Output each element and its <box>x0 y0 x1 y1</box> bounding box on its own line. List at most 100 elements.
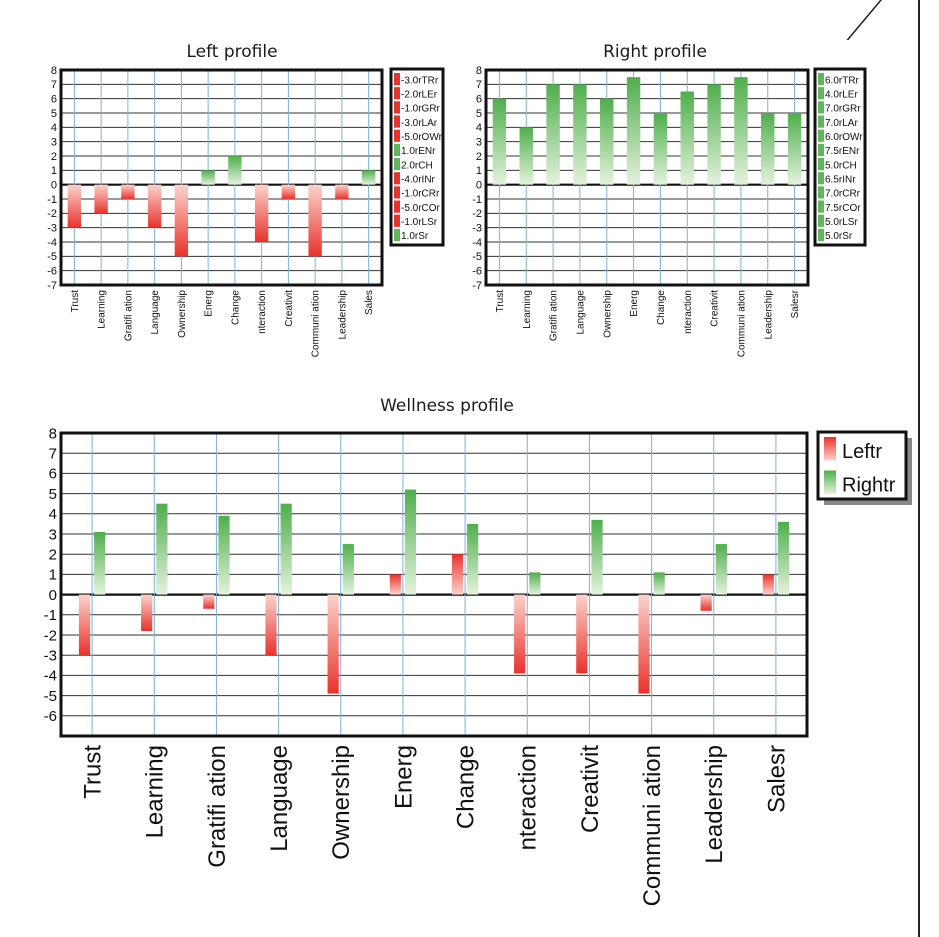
y-tick-label: 6 <box>51 94 57 106</box>
plot-border <box>59 68 384 287</box>
page-border-right <box>918 0 920 937</box>
y-tick-label: -6 <box>44 708 57 725</box>
y-tick-label: 5 <box>51 108 57 120</box>
y-tick-label: 4 <box>49 506 57 523</box>
bar <box>787 113 802 185</box>
legend-entry: 2.0rCH <box>401 160 433 171</box>
y-tick-label: 6 <box>49 466 57 483</box>
plot-background <box>61 70 382 285</box>
category-label: Leadership <box>337 290 348 340</box>
legend-swatch <box>824 437 836 461</box>
legend-entry: 7.5rCOr <box>825 203 861 214</box>
y-tick-label: 1 <box>49 567 57 584</box>
bar-rightr <box>653 572 665 595</box>
y-tick-label: -5 <box>47 251 57 263</box>
category-label: Gratifi ation <box>204 745 231 868</box>
y-tick-label: 7 <box>51 79 57 91</box>
y-tick-label: -4 <box>44 668 57 685</box>
legend-entry: 4.0rLEr <box>825 90 858 101</box>
category-label: Learning <box>97 290 108 329</box>
bar <box>680 91 694 185</box>
bar-rightr <box>529 572 541 595</box>
bar-rightr <box>591 519 603 595</box>
legend-swatch <box>394 115 400 128</box>
legend-swatch <box>818 186 824 199</box>
legend-entry: -5.0rCOr <box>401 203 441 214</box>
y-tick-label: -6 <box>47 266 57 278</box>
category-label: Creativit <box>577 745 604 833</box>
bar <box>67 184 82 228</box>
chart-2: Wellness profile 8 7 6 5 4 3 2 1 0 -1 -2 -3 -4 -5 -6 Tru… <box>44 396 912 906</box>
legend-swatch <box>394 73 400 86</box>
category-label: Salesr <box>790 289 801 318</box>
bar <box>734 77 748 185</box>
legend-swatch <box>394 101 400 114</box>
legend-entry: -4.0rINr <box>401 175 436 186</box>
legend-swatch <box>818 200 824 213</box>
bar-leftr <box>265 594 277 656</box>
legend-entry: -5.0rOWr <box>401 132 443 143</box>
legend-swatch <box>818 143 824 156</box>
category-label: Trust <box>495 290 506 313</box>
legend-entry: 5.0rLSr <box>825 217 858 228</box>
y-tick-label: 5 <box>476 108 482 120</box>
category-label: Salesr <box>763 745 790 813</box>
legend-entry: -1.0rCRr <box>401 189 440 200</box>
chart-title: Right profile <box>603 42 707 62</box>
legend-swatch <box>824 470 836 494</box>
category-label: Leadership <box>763 290 774 340</box>
bar-leftr <box>762 574 774 595</box>
legend-entry: -2.0rLEr <box>401 90 438 101</box>
category-label: Leadership <box>701 745 728 864</box>
y-tick-label: -6 <box>472 266 482 278</box>
y-tick-label: 5 <box>49 486 57 503</box>
legend-entry: 6.0rOWr <box>825 132 863 143</box>
y-tick-label: -1 <box>44 607 57 624</box>
legend-entry: -3.0rLAr <box>401 118 438 129</box>
category-label: Gratifi ation <box>123 290 134 341</box>
y-tick-label: 4 <box>51 122 57 134</box>
bar-leftr <box>203 594 215 609</box>
bar <box>361 170 376 185</box>
y-tick-label: 8 <box>51 65 57 77</box>
legend-swatch <box>818 228 824 241</box>
legend-swatch <box>394 200 400 213</box>
plot-border <box>59 431 809 738</box>
y-tick-label: -7 <box>472 280 482 292</box>
bar-rightr <box>467 523 479 595</box>
legend-swatch <box>394 214 400 227</box>
legend-entry: 7.0rGRr <box>825 104 861 115</box>
legend-swatch <box>394 87 400 100</box>
category-label: Energ <box>629 290 640 317</box>
bar <box>573 84 587 185</box>
category-label: Language <box>150 290 161 335</box>
bar <box>600 98 614 185</box>
bar <box>228 156 242 185</box>
y-tick-label: 6 <box>476 94 482 106</box>
legend-swatch <box>394 143 400 156</box>
chart-title: Left profile <box>186 42 277 62</box>
bar <box>254 184 269 242</box>
bar <box>335 184 349 199</box>
category-label: Energ <box>390 745 417 809</box>
y-tick-label: 8 <box>476 65 482 77</box>
category-label: Language <box>266 745 293 852</box>
category-label: Learning <box>142 745 169 838</box>
y-tick-label: 0 <box>476 180 482 192</box>
bar-leftr <box>638 594 650 694</box>
legend-entry: 5.0rCH <box>825 160 857 171</box>
y-tick-label: 3 <box>51 137 57 149</box>
y-tick-label: -1 <box>47 194 57 206</box>
legend-swatch <box>394 172 400 185</box>
bar-leftr <box>141 594 153 631</box>
legend-swatch <box>394 186 400 199</box>
bar <box>761 113 775 185</box>
category-label: nteraction <box>257 290 268 334</box>
legend-entry: 5.0rSr <box>825 231 853 242</box>
plot-background <box>486 70 808 285</box>
y-tick-label: -5 <box>44 688 57 705</box>
legend-swatch <box>394 228 400 241</box>
y-tick-label: 2 <box>51 151 57 163</box>
category-label: Ownership <box>328 745 355 860</box>
y-tick-label: -5 <box>472 251 482 263</box>
